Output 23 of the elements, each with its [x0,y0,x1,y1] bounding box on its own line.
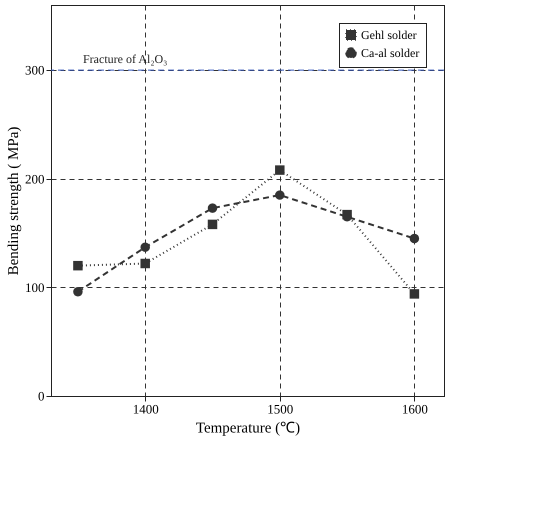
y-tick-label: 300 [25,62,44,78]
x-tick-label: 1400 [132,402,159,416]
point [208,203,218,213]
ref-line-label: Fracture of Al₂O₃ [83,52,168,66]
x-tick-label: 1500 [267,402,294,416]
point [342,210,352,220]
y-tick-label: 200 [25,171,44,186]
point [410,234,420,244]
legend-label: Gehl solder [361,28,417,42]
point [73,260,83,270]
y-tick-label: 100 [25,280,44,295]
point [410,289,420,299]
y-axis-title: Bending strength ( MPa) [6,126,22,276]
x-axis-title: Temperature (℃) [196,420,300,436]
point [275,165,285,175]
point [73,287,83,296]
point [275,190,285,200]
x-tick-label: 1600 [402,402,428,416]
point [140,258,150,268]
y-tick-label: 0 [38,388,44,404]
point [208,220,218,230]
point [140,242,150,252]
legend-label: Ca-al solder [361,46,420,60]
